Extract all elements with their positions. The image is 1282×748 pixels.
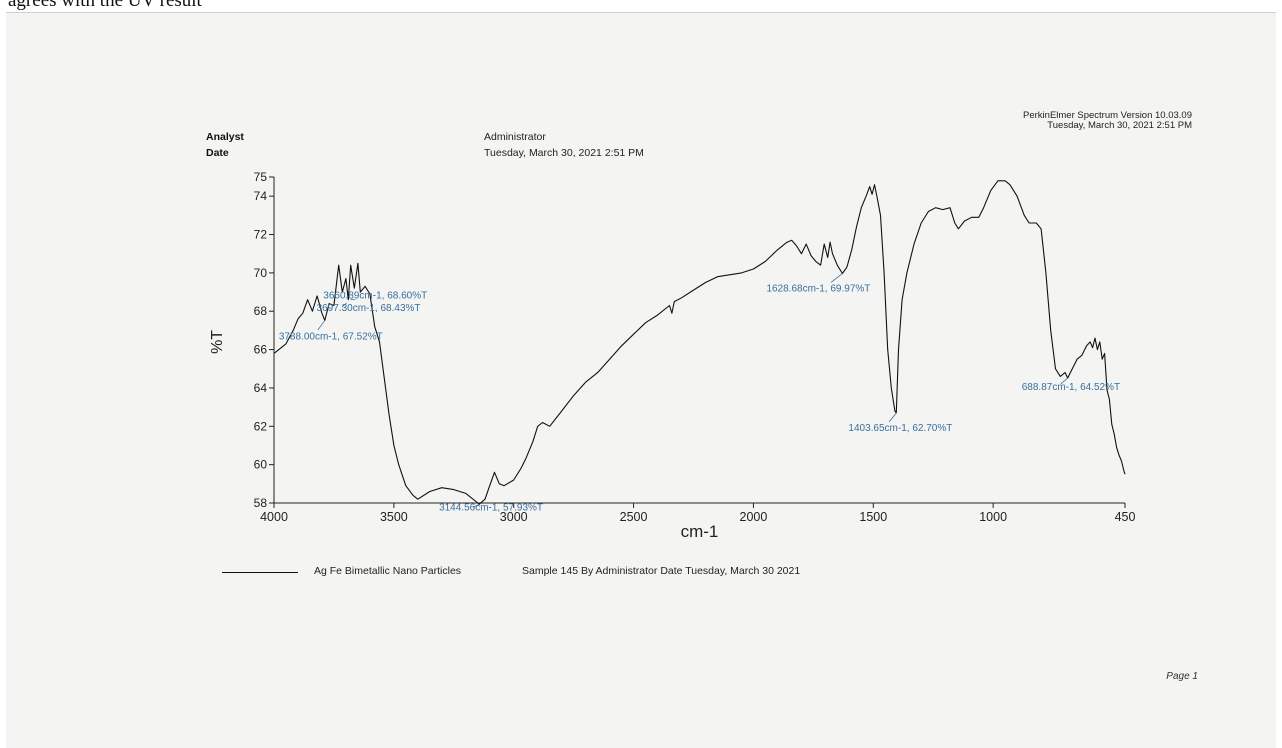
peak-annotation: 3660.89cm-1, 68.60%T (323, 291, 427, 302)
annotation-leader (317, 320, 326, 331)
y-tick-label: 68 (254, 304, 268, 318)
peak-annotation: 3144.56cm-1, 57.93%T (439, 502, 543, 513)
y-tick-label: 66 (254, 343, 268, 357)
legend-series-label: Ag Fe Bimetallic Nano Particles (314, 565, 462, 577)
analyst-label: Analyst (206, 131, 244, 143)
page-number: Page 1 (1166, 671, 1198, 682)
x-tick-label: 2000 (740, 510, 768, 524)
spectrum-report-page: PerkinElmer Spectrum Version 10.03.09 Tu… (6, 12, 1276, 748)
annotation-leader (1060, 377, 1069, 385)
y-tick-label: 62 (254, 419, 268, 433)
x-tick-label: 3500 (380, 510, 408, 524)
y-tick-label: 60 (254, 458, 268, 472)
peak-annotation: 1628.68cm-1, 69.97%T (766, 283, 870, 294)
peak-annotation: 3788.00cm-1, 67.52%T (279, 331, 383, 342)
software-info: PerkinElmer Spectrum Version 10.03.09 Tu… (1023, 111, 1192, 131)
x-tick-label: 2500 (620, 510, 648, 524)
analyst-value: Administrator (484, 131, 546, 143)
date-value: Tuesday, March 30, 2021 2:51 PM (484, 147, 644, 159)
software-date: Tuesday, March 30, 2021 2:51 PM (1047, 120, 1192, 131)
software-version: PerkinElmer Spectrum Version 10.03.09 (1023, 110, 1192, 121)
legend-sample-description: Sample 145 By Administrator Date Tuesday… (522, 565, 801, 577)
y-tick-label: 75 (254, 170, 268, 184)
y-tick-label: 64 (254, 381, 268, 395)
date-label: Date (206, 147, 229, 159)
annotation-leader (341, 302, 347, 308)
peak-annotation: 3697.30cm-1, 68.43%T (317, 303, 421, 314)
x-axis-label: cm-1 (681, 522, 719, 541)
peak-annotation: 688.87cm-1, 64.52%T (1022, 382, 1120, 393)
peak-annotation: 1403.65cm-1, 62.70%T (848, 423, 952, 434)
ir-spectrum-chart: 58 60 62 64 66 68 70 72 74 75 4000 3500 3000 2500 2000… (209, 170, 1136, 541)
legend-line-swatch (222, 572, 298, 573)
caption-text: agrees with the UV result (8, 0, 202, 11)
x-tick-label: 4000 (260, 510, 288, 524)
annotation-leader (830, 273, 843, 283)
annotation-leader (350, 298, 356, 301)
x-tick-label: 1000 (979, 510, 1007, 524)
x-tick-label: 3000 (500, 510, 528, 524)
y-tick-label: 72 (254, 228, 268, 242)
x-tick-label: 1500 (859, 510, 887, 524)
annotation-leader (888, 412, 897, 423)
y-tick-label: 74 (254, 189, 268, 203)
x-tick-label: 450 (1115, 510, 1136, 524)
spectrum-line (273, 180, 1126, 505)
y-axis-label: %T (209, 330, 226, 354)
y-tick-label: 58 (254, 496, 268, 510)
annotation-leader (472, 503, 480, 508)
y-tick-label: 70 (254, 266, 268, 280)
